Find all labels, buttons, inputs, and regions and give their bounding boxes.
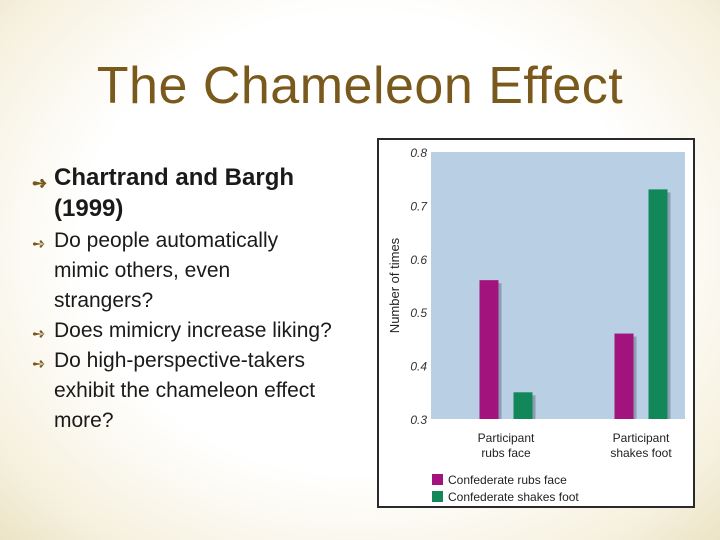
y-tick-label: 0.5 [410,306,427,320]
bullet-text: Do people automatically mimic others, ev… [54,229,279,312]
bullet-text: Does mimicry increase liking? [54,319,332,342]
y-tick-label: 0.6 [410,253,427,267]
bar [614,333,634,419]
slide-title: The Chameleon Effect [96,57,624,115]
legend-label: Confederate rubs face [448,473,567,487]
bullet-item: ➺ Chartrand and Bargh (1999) [32,162,332,224]
y-tick-label: 0.8 [410,146,427,160]
bullet-item: ➺ Do people automatically mimic others, … [32,226,332,316]
legend-label: Confederate shakes foot [448,490,579,504]
legend-swatch [432,491,443,502]
bar [513,392,533,419]
x-tick-label: Participant [478,431,535,445]
plot-area [431,152,685,419]
bullet-item: ➺ Do high-perspective-takers exhibit the… [32,346,332,436]
bullet-item: ➺ Does mimicry increase liking? [32,316,332,346]
arrow-bullet-icon: ➺ [32,326,46,343]
arrow-bullet-icon: ➺ [32,236,46,253]
bar [648,189,668,419]
bar [479,280,499,419]
legend-swatch [432,474,443,485]
y-tick-label: 0.4 [410,360,427,374]
bullet-text: Do high-perspective-takers exhibit the c… [54,349,316,432]
x-tick-label: rubs face [481,446,531,460]
arrow-bullet-icon: ➺ [32,173,48,193]
bar-chart: 0.3 0.4 0.5 0.6 0.7 0.8 Number of times Partici… [387,146,685,504]
arrow-bullet-icon: ➺ [32,356,46,373]
y-axis-label: Number of times [387,237,402,333]
x-tick-label: shakes foot [610,446,672,460]
y-tick-label: 0.3 [410,413,427,427]
bullet-text: Chartrand and Bargh (1999) [54,164,295,222]
x-tick-label: Participant [613,431,670,445]
bar-chart-frame: 0.3 0.4 0.5 0.6 0.7 0.8 Number of times Partici… [377,138,695,508]
y-tick-label: 0.7 [410,199,428,213]
bullet-list: ➺ Chartrand and Bargh (1999) ➺ Do people… [32,162,332,436]
